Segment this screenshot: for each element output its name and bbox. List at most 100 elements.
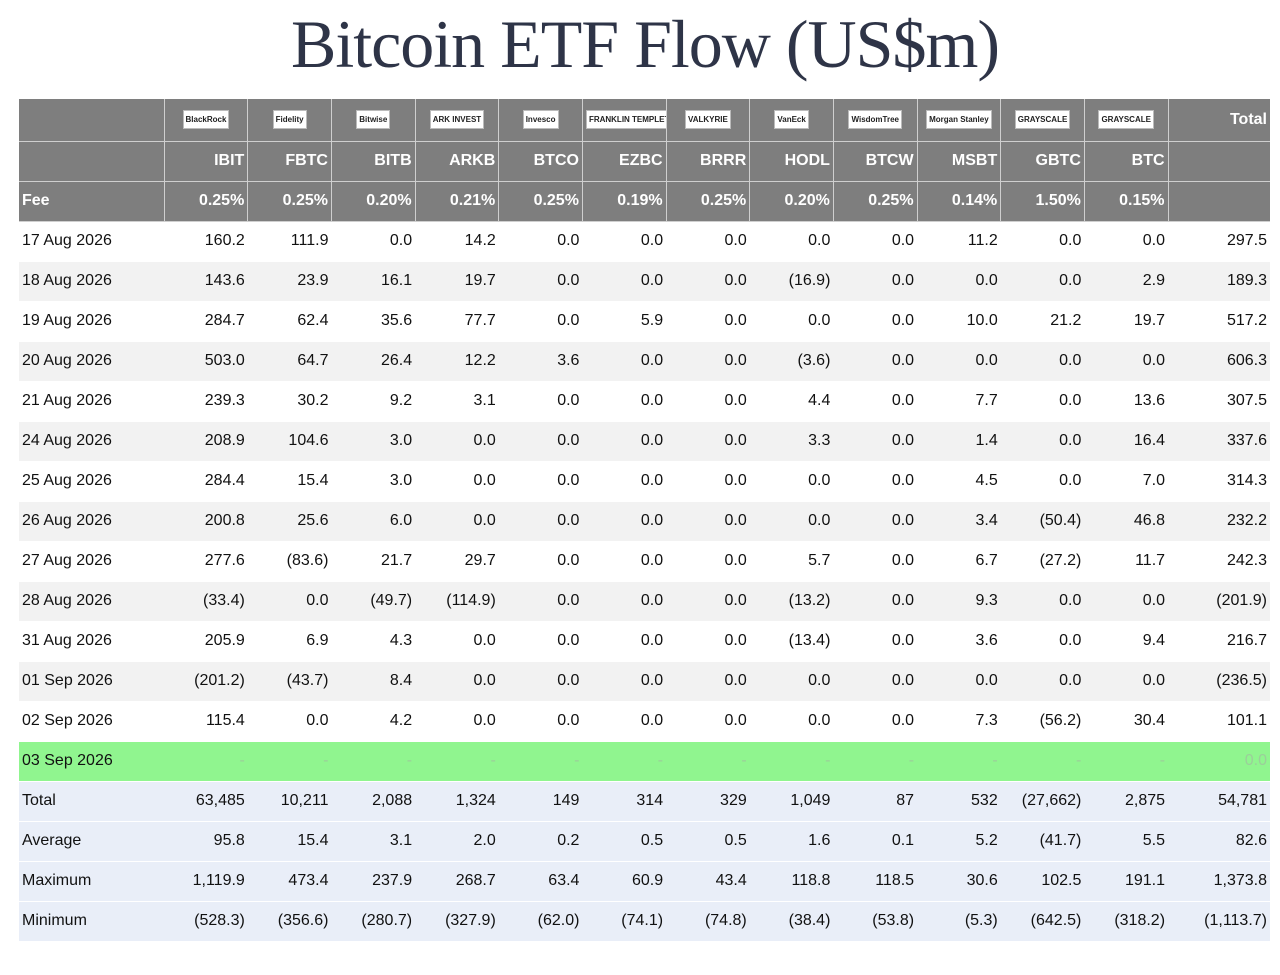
summary-value: 43.4 [666, 861, 750, 902]
flow-value: 0.0 [1084, 661, 1169, 702]
flow-value: (201.2) [164, 661, 248, 702]
issuer-logo-cell: Fidelity [247, 99, 332, 142]
summary-value: 118.5 [833, 861, 918, 902]
flow-row: 21 Aug 2026 239.3 30.2 9.2 3.1 0.0 0.0 0.0 4.4 0.… [19, 381, 1270, 422]
row-date: 20 Aug 2026 [19, 341, 165, 382]
flow-value: (33.4) [164, 581, 248, 622]
flow-value: 0.0 [749, 461, 834, 502]
flow-value: 0.0 [582, 221, 667, 262]
flow-value: 3.3 [749, 421, 834, 462]
flow-value: 7.0 [1084, 461, 1169, 502]
fee-total-blank [1168, 181, 1270, 222]
flow-value: 0.0 [1084, 221, 1169, 262]
summary-value: 149 [498, 781, 583, 822]
flow-value: 0.0 [833, 661, 918, 702]
issuer-logo-cell: Bitwise [331, 99, 416, 142]
flow-value: 115.4 [164, 701, 248, 742]
summary-value: 2.0 [415, 821, 499, 862]
summary-value: (280.7) [331, 901, 416, 942]
fee-cell: 0.20% [331, 181, 416, 222]
flow-value: (49.7) [331, 581, 416, 622]
flow-value: 0.0 [498, 301, 583, 342]
fee-cell: 0.14% [917, 181, 1002, 222]
flow-value: 0.0 [749, 501, 834, 542]
summary-value: 5.5 [1084, 821, 1169, 862]
flow-value: 0.0 [749, 661, 834, 702]
fee-cell: 0.25% [498, 181, 583, 222]
flow-value-pending: - [749, 741, 834, 782]
flow-value: 0.0 [1000, 261, 1085, 302]
row-total: 232.2 [1168, 501, 1270, 542]
flow-value: 0.0 [833, 261, 918, 302]
flow-value: 7.7 [917, 381, 1001, 422]
summary-row: Minimum (528.3) (356.6) (280.7) (327.9) (62.0… [19, 901, 1270, 942]
flow-value-pending: - [1084, 741, 1169, 782]
flow-value: 0.0 [498, 701, 583, 742]
issuer-logo-cell: FRANKLIN TEMPLETON [582, 99, 667, 142]
flow-value: (3.6) [749, 341, 834, 382]
flow-row: 02 Sep 2026 115.4 0.0 4.2 0.0 0.0 0.0 0.0 0.0 0.0… [19, 701, 1270, 742]
page-title: Bitcoin ETF Flow (US$m) [290, 6, 1000, 82]
flow-value: 0.0 [498, 501, 583, 542]
row-date: 02 Sep 2026 [19, 701, 165, 742]
flow-value: 0.0 [415, 701, 499, 742]
summary-value: 63.4 [498, 861, 583, 902]
issuer-logo-cell: ARK INVEST [415, 99, 500, 142]
fee-cell: 0.21% [415, 181, 500, 222]
flow-value: 13.6 [1084, 381, 1169, 422]
summary-total: 54,781 [1168, 781, 1270, 822]
flow-value: 0.0 [582, 341, 667, 382]
summary-row: Total 63,485 10,211 2,088 1,324 149 314 329 1,04… [19, 781, 1270, 822]
flow-value: 0.0 [1000, 661, 1085, 702]
issuer-logo-cell: BlackRock [164, 99, 249, 142]
flow-value: 0.0 [833, 501, 918, 542]
summary-value: (318.2) [1084, 901, 1169, 942]
flow-row: 19 Aug 2026 284.7 62.4 35.6 77.7 0.0 5.9 0.0 0.0… [19, 301, 1270, 342]
summary-label: Maximum [19, 861, 165, 902]
flow-value: 9.4 [1084, 621, 1169, 662]
flow-row: 26 Aug 2026 200.8 25.6 6.0 0.0 0.0 0.0 0.0 0.0 0.… [19, 501, 1270, 542]
summary-value: (642.5) [1000, 901, 1085, 942]
flow-value: 0.0 [498, 581, 583, 622]
row-total: 0.0 [1168, 741, 1270, 782]
flow-value: 3.6 [498, 341, 583, 382]
flow-value: 0.0 [415, 661, 499, 702]
flow-value: 104.6 [247, 421, 332, 462]
flow-value: (114.9) [415, 581, 499, 622]
row-total: (201.9) [1168, 581, 1270, 622]
summary-value: (62.0) [498, 901, 583, 942]
flow-value: 0.0 [415, 621, 499, 662]
flow-value: 4.4 [749, 381, 834, 422]
issuer-logo: FRANKLIN TEMPLETON [585, 110, 666, 130]
issuer-logo-row: BlackRock Fidelity Bitwise ARK INVEST Invesc… [19, 99, 1270, 142]
row-date: 18 Aug 2026 [19, 261, 165, 302]
flow-value: 0.0 [1000, 621, 1085, 662]
ticker-header: BRRR [666, 141, 751, 182]
flow-value: 0.0 [1000, 221, 1085, 262]
flow-value: (56.2) [1000, 701, 1085, 742]
flow-value: 15.4 [247, 461, 332, 502]
summary-value: 63,485 [164, 781, 248, 822]
flow-value-pending: - [582, 741, 667, 782]
flow-value: 0.0 [833, 221, 918, 262]
summary-value: 0.1 [833, 821, 918, 862]
flow-row: 24 Aug 2026 208.9 104.6 3.0 0.0 0.0 0.0 0.0 3.3 0… [19, 421, 1270, 462]
summary-value: 329 [666, 781, 750, 822]
flow-value: 0.0 [666, 501, 750, 542]
flow-value: 0.0 [582, 421, 667, 462]
flow-value: 0.0 [666, 261, 750, 302]
fee-cell: 0.19% [582, 181, 667, 222]
flow-value: 0.0 [415, 461, 499, 502]
ticker-header: IBIT [164, 141, 249, 182]
flow-value: 11.2 [917, 221, 1001, 262]
issuer-logo-cell: VanEck [749, 99, 834, 142]
flow-value: 0.0 [666, 301, 750, 342]
row-total: 314.3 [1168, 461, 1270, 502]
flow-value: 7.3 [917, 701, 1001, 742]
flow-value: 0.0 [917, 261, 1001, 302]
fee-row: Fee 0.25% 0.25% 0.20% 0.21% 0.25% 0.19% 0.25% 0.… [19, 181, 1270, 222]
etf-flow-table-container: BlackRock Fidelity Bitwise ARK INVEST Invesc… [19, 99, 1270, 942]
summary-value: 3.1 [331, 821, 416, 862]
flow-value: 0.0 [498, 661, 583, 702]
row-date: 25 Aug 2026 [19, 461, 165, 502]
